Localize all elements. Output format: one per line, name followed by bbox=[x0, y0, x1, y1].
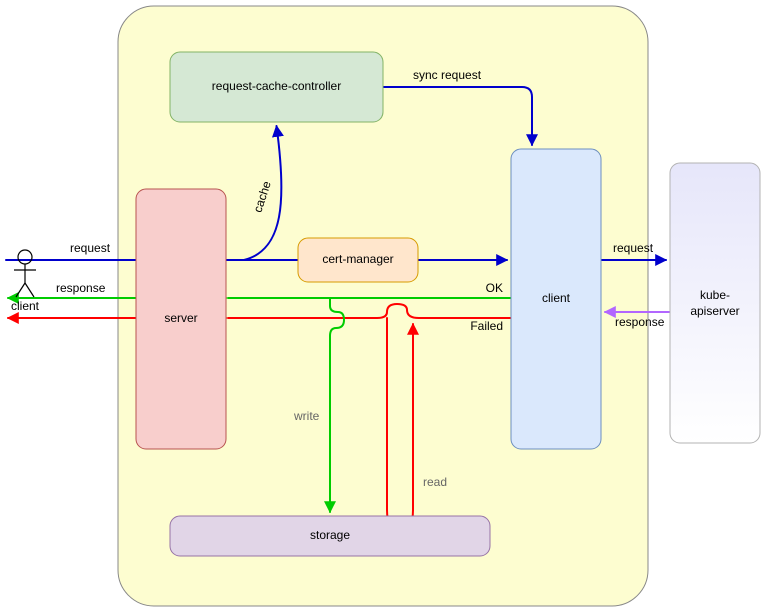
label-request-out: request bbox=[613, 241, 654, 255]
label-sync: sync request bbox=[413, 68, 482, 82]
label-response-in: response bbox=[615, 315, 665, 329]
label-kube-1: kube- bbox=[700, 288, 730, 302]
label-response-out: response bbox=[56, 281, 106, 295]
label-storage: storage bbox=[310, 528, 350, 542]
label-client-box: client bbox=[542, 291, 571, 305]
actor-client bbox=[14, 250, 36, 297]
label-rcc: request-cache-controller bbox=[212, 79, 341, 93]
node-kube bbox=[670, 163, 760, 443]
label-write: write bbox=[293, 409, 320, 423]
label-kube-2: apiserver bbox=[690, 304, 739, 318]
label-actor: client bbox=[11, 299, 40, 313]
label-failed: Failed bbox=[470, 319, 503, 333]
label-request-in: request bbox=[70, 241, 111, 255]
label-ok: OK bbox=[486, 281, 503, 295]
label-read: read bbox=[423, 475, 447, 489]
label-cert: cert-manager bbox=[322, 252, 393, 266]
label-server: server bbox=[164, 311, 197, 325]
